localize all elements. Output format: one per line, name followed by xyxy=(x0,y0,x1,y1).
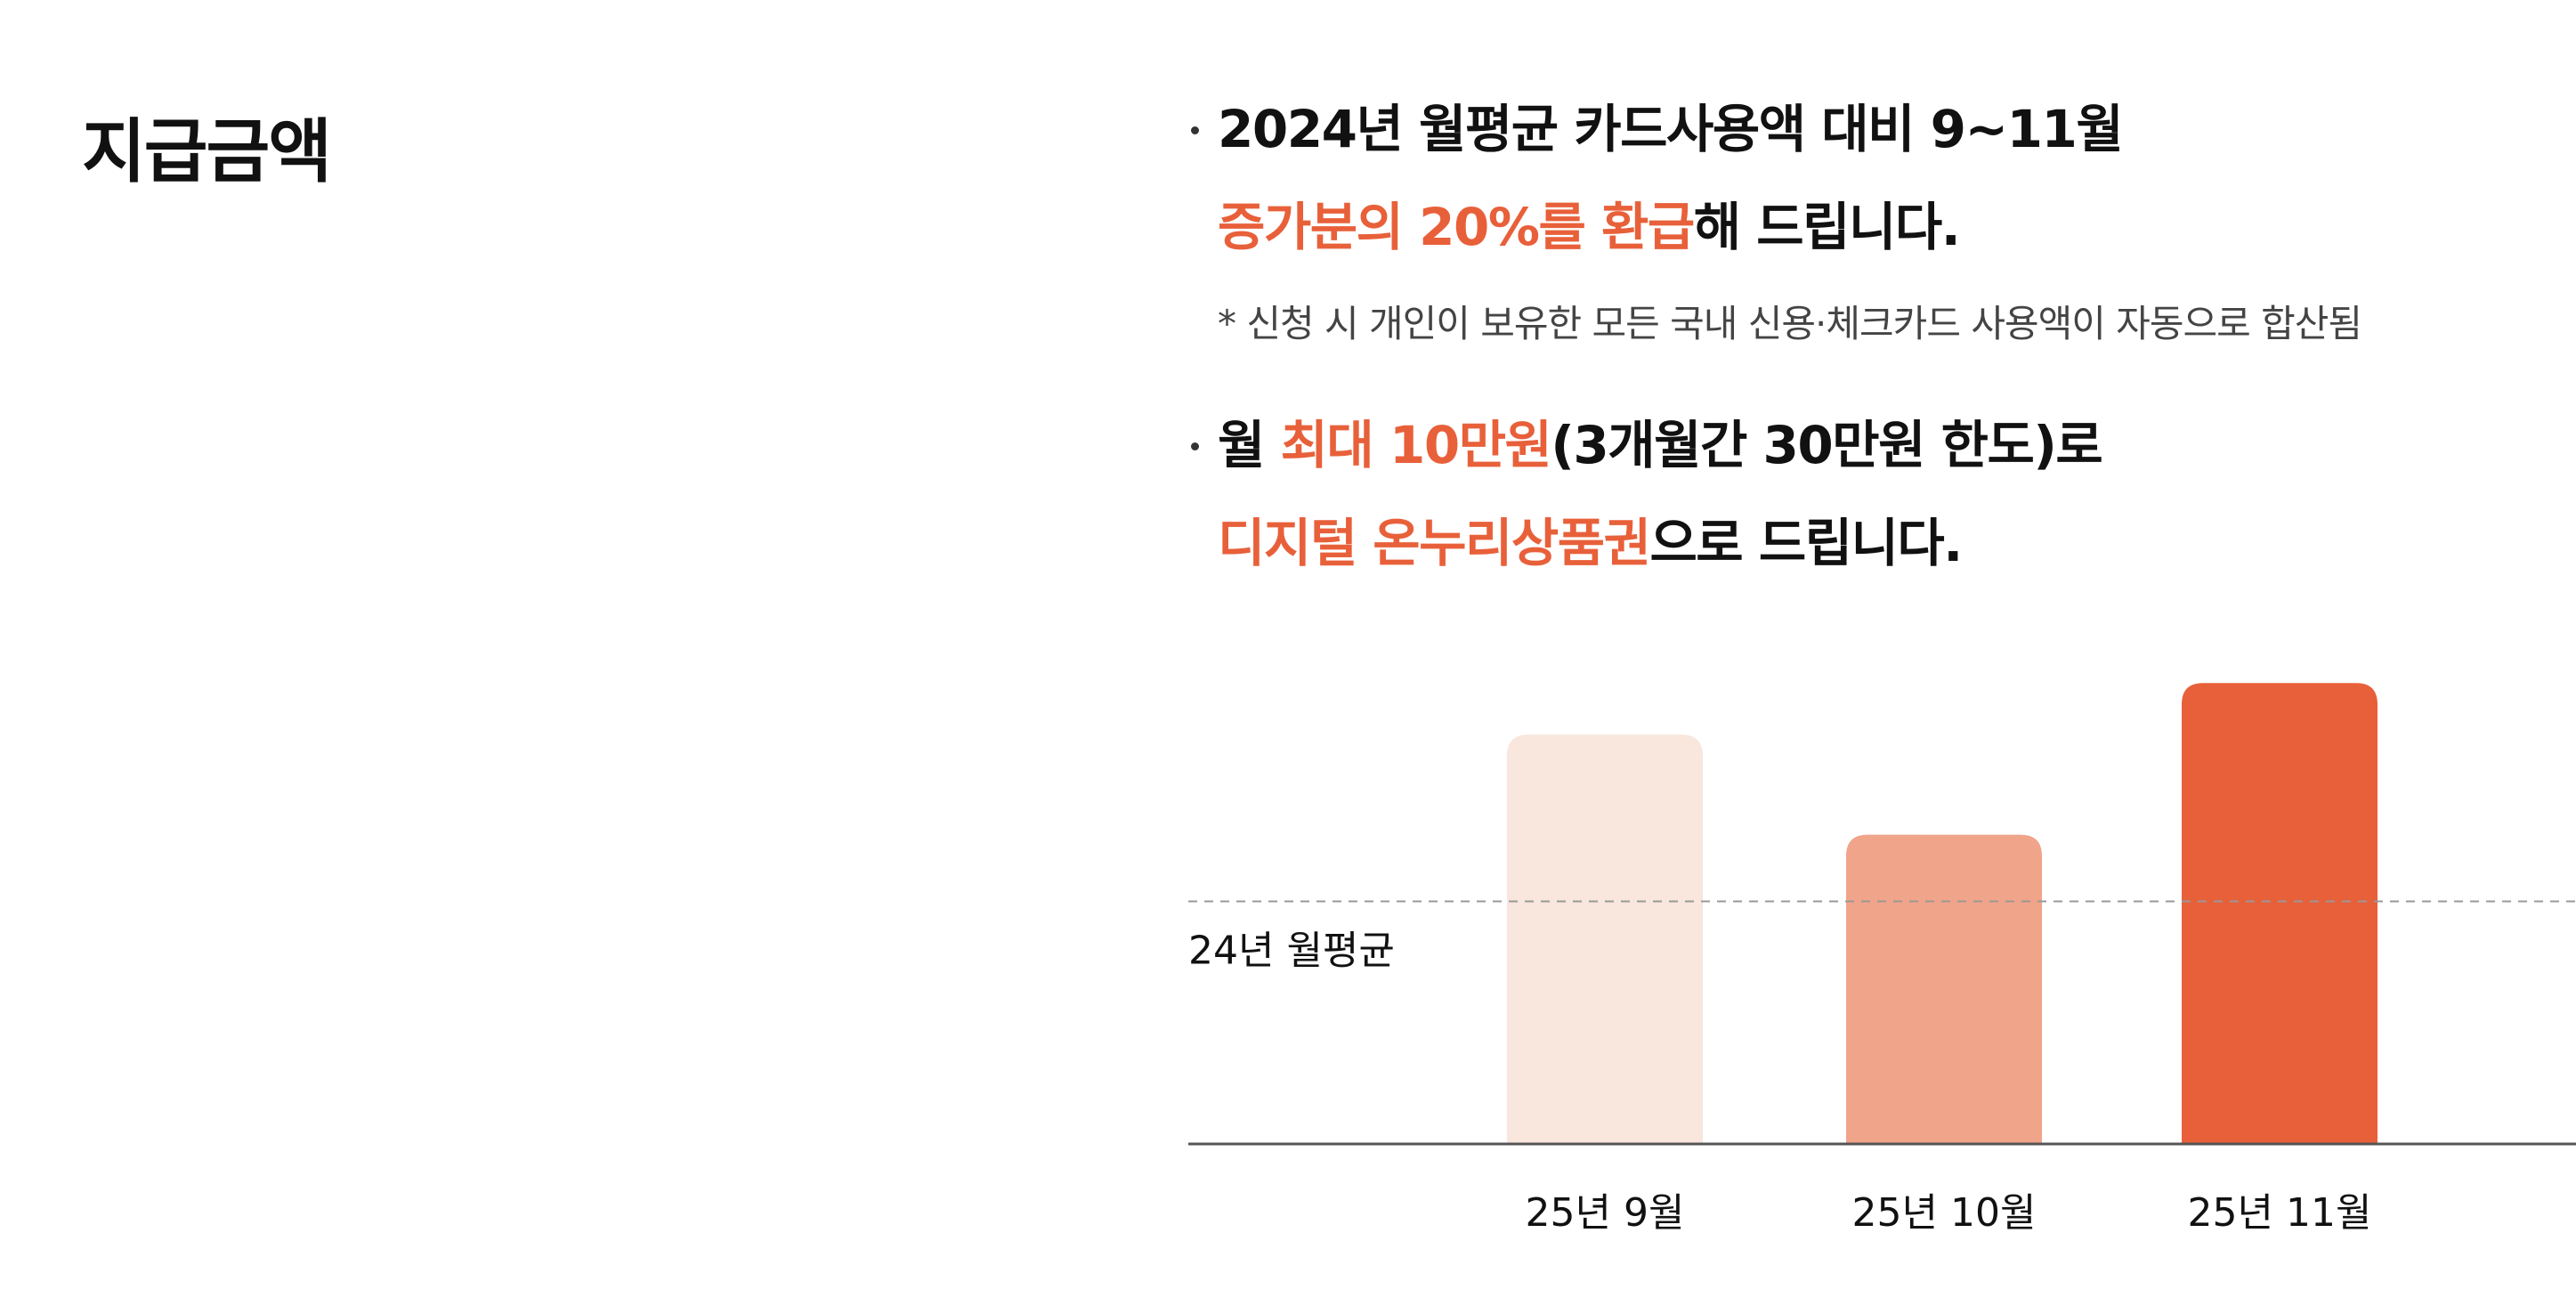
page-title: 지급금액 xyxy=(82,112,332,192)
voucher-type-highlight: 디지털 온누리상품권 xyxy=(1218,513,1651,573)
refund-rest: 해 드립니다. xyxy=(1693,197,1961,257)
bullet-voucher-line2: 디지털 온누리상품권으로 드립니다. xyxy=(1182,494,2102,592)
bullet-dot xyxy=(1191,126,1199,134)
bullet-refund-line2: 증가분의 20%를 환급해 드립니다. xyxy=(1182,178,2122,276)
x-tick-label: 25년 10월 xyxy=(1852,1190,2037,1236)
bar-3 xyxy=(2182,683,2378,1144)
bullet-refund: 2024년 월평균 카드사용액 대비 9~11월 증가분의 20%를 환급해 드… xyxy=(1182,80,2124,276)
voucher-max-highlight: 최대 10만원 xyxy=(1280,415,1552,475)
bullet-voucher-line1: 월 최대 10만원(3개월간 30만원 한도)로 xyxy=(1182,396,2103,494)
footnote: * 신청 시 개인이 보유한 모든 국내 신용·체크카드 사용액이 자동으로 합… xyxy=(1218,302,2362,345)
bar-1 xyxy=(1507,734,1703,1144)
average-reference-label: 24년 월평균 xyxy=(1188,929,1395,974)
bullet-dot xyxy=(1191,442,1199,450)
voucher-prefix: 월 xyxy=(1218,415,1281,475)
x-tick-label: 25년 9월 xyxy=(1526,1190,1685,1236)
bullet-refund-line1: 2024년 월평균 카드사용액 대비 9~11월 xyxy=(1218,99,2124,159)
voucher-limit: (3개월간 30만원 한도)로 xyxy=(1551,415,2102,475)
bar-2 xyxy=(1846,834,2042,1144)
x-tick-label: 25년 11월 xyxy=(2188,1190,2372,1236)
bullet-voucher: 월 최대 10만원(3개월간 30만원 한도)로 디지털 온누리상품권으로 드립… xyxy=(1182,396,2103,592)
refund-highlight: 증가분의 20%를 환급 xyxy=(1218,197,1695,257)
voucher-rest: 으로 드립니다. xyxy=(1649,513,1963,573)
